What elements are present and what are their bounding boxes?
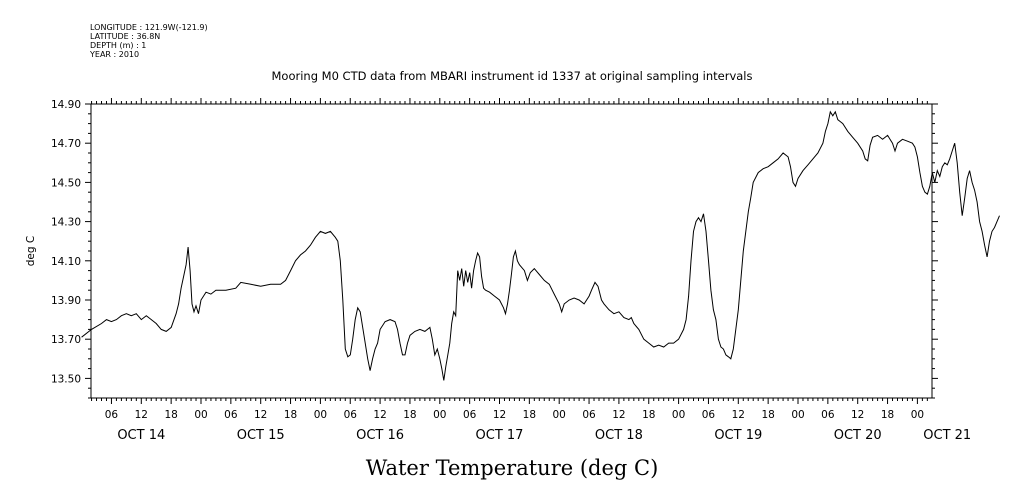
x-hour-label: 12 xyxy=(254,409,267,421)
x-hour-label: 06 xyxy=(463,409,477,421)
x-hour-labels: 06 12 18 00 06 12 18 00 06 12 18 00 06 12 18 00 06 12 18 00… xyxy=(105,409,924,421)
x-hour-label: 00 xyxy=(553,409,566,421)
x-hour-label: 12 xyxy=(493,409,506,421)
x-hour-label: 18 xyxy=(403,409,416,421)
x-hour-label: 18 xyxy=(642,409,655,421)
x-day-label: OCT 17 xyxy=(476,428,524,443)
x-hour-label: 18 xyxy=(523,409,536,421)
depth-label: DEPTH (m) : 1 xyxy=(90,41,146,50)
latitude-label: LATITUDE : 36.8N xyxy=(90,32,160,41)
x-hour-label: 00 xyxy=(194,409,207,421)
x-hour-label: 06 xyxy=(224,409,238,421)
y-tick-label: 14.90 xyxy=(51,99,81,111)
x-hour-label: 06 xyxy=(344,409,358,421)
x-hour-label: 18 xyxy=(881,409,894,421)
x-hour-label: 12 xyxy=(612,409,625,421)
y-tick-label: 13.50 xyxy=(51,373,81,385)
longitude-label: LONGITUDE : 121.9W(-121.9) xyxy=(90,23,208,32)
x-hour-label: 12 xyxy=(373,409,386,421)
chart-title: Mooring M0 CTD data from MBARI instrumen… xyxy=(272,69,753,83)
year-label: YEAR : 2010 xyxy=(89,50,139,59)
x-hour-label: 00 xyxy=(314,409,327,421)
x-hour-label: 06 xyxy=(821,409,835,421)
x-hour-label: 00 xyxy=(433,409,446,421)
x-hour-label: 00 xyxy=(791,409,804,421)
x-axis-label: Water Temperature (deg C) xyxy=(366,456,659,480)
x-hour-label: 18 xyxy=(284,409,297,421)
x-hour-label: 00 xyxy=(672,409,685,421)
x-hour-label: 06 xyxy=(582,409,596,421)
x-hour-label: 06 xyxy=(702,409,716,421)
x-day-label: OCT 15 xyxy=(237,428,285,443)
plot-frame xyxy=(90,103,933,399)
x-hour-label: 18 xyxy=(164,409,177,421)
y-tick-label: 14.50 xyxy=(51,177,81,189)
x-hour-label: 18 xyxy=(761,409,774,421)
x-hour-label: 12 xyxy=(135,409,148,421)
x-day-label: OCT 16 xyxy=(356,428,404,443)
x-day-labels: OCT 14 OCT 15 OCT 16 OCT 17 OCT 18 OCT 19 OCT … xyxy=(117,428,971,443)
x-hour-label: 00 xyxy=(911,409,924,421)
y-tick-labels: 13.50 13.70 13.90 14.10 14.30 14.50 14.70 14.90 xyxy=(51,99,81,385)
y-tick-label: 14.30 xyxy=(51,217,81,229)
x-hour-label: 12 xyxy=(851,409,864,421)
tick-marks xyxy=(85,98,938,404)
x-hour-label: 12 xyxy=(732,409,745,421)
x-day-label: OCT 18 xyxy=(595,428,643,443)
y-axis-label: deg C xyxy=(25,236,37,266)
y-tick-label: 14.70 xyxy=(51,138,81,150)
x-hour-label: 06 xyxy=(105,409,119,421)
x-day-label: OCT 21 xyxy=(923,428,971,443)
series-line xyxy=(81,110,1000,381)
x-day-label: OCT 20 xyxy=(834,428,882,443)
x-day-label: OCT 14 xyxy=(117,428,165,443)
y-tick-label: 13.90 xyxy=(51,295,81,307)
y-tick-label: 13.70 xyxy=(51,334,81,346)
y-tick-label: 14.10 xyxy=(51,256,81,268)
x-day-label: OCT 19 xyxy=(714,428,762,443)
